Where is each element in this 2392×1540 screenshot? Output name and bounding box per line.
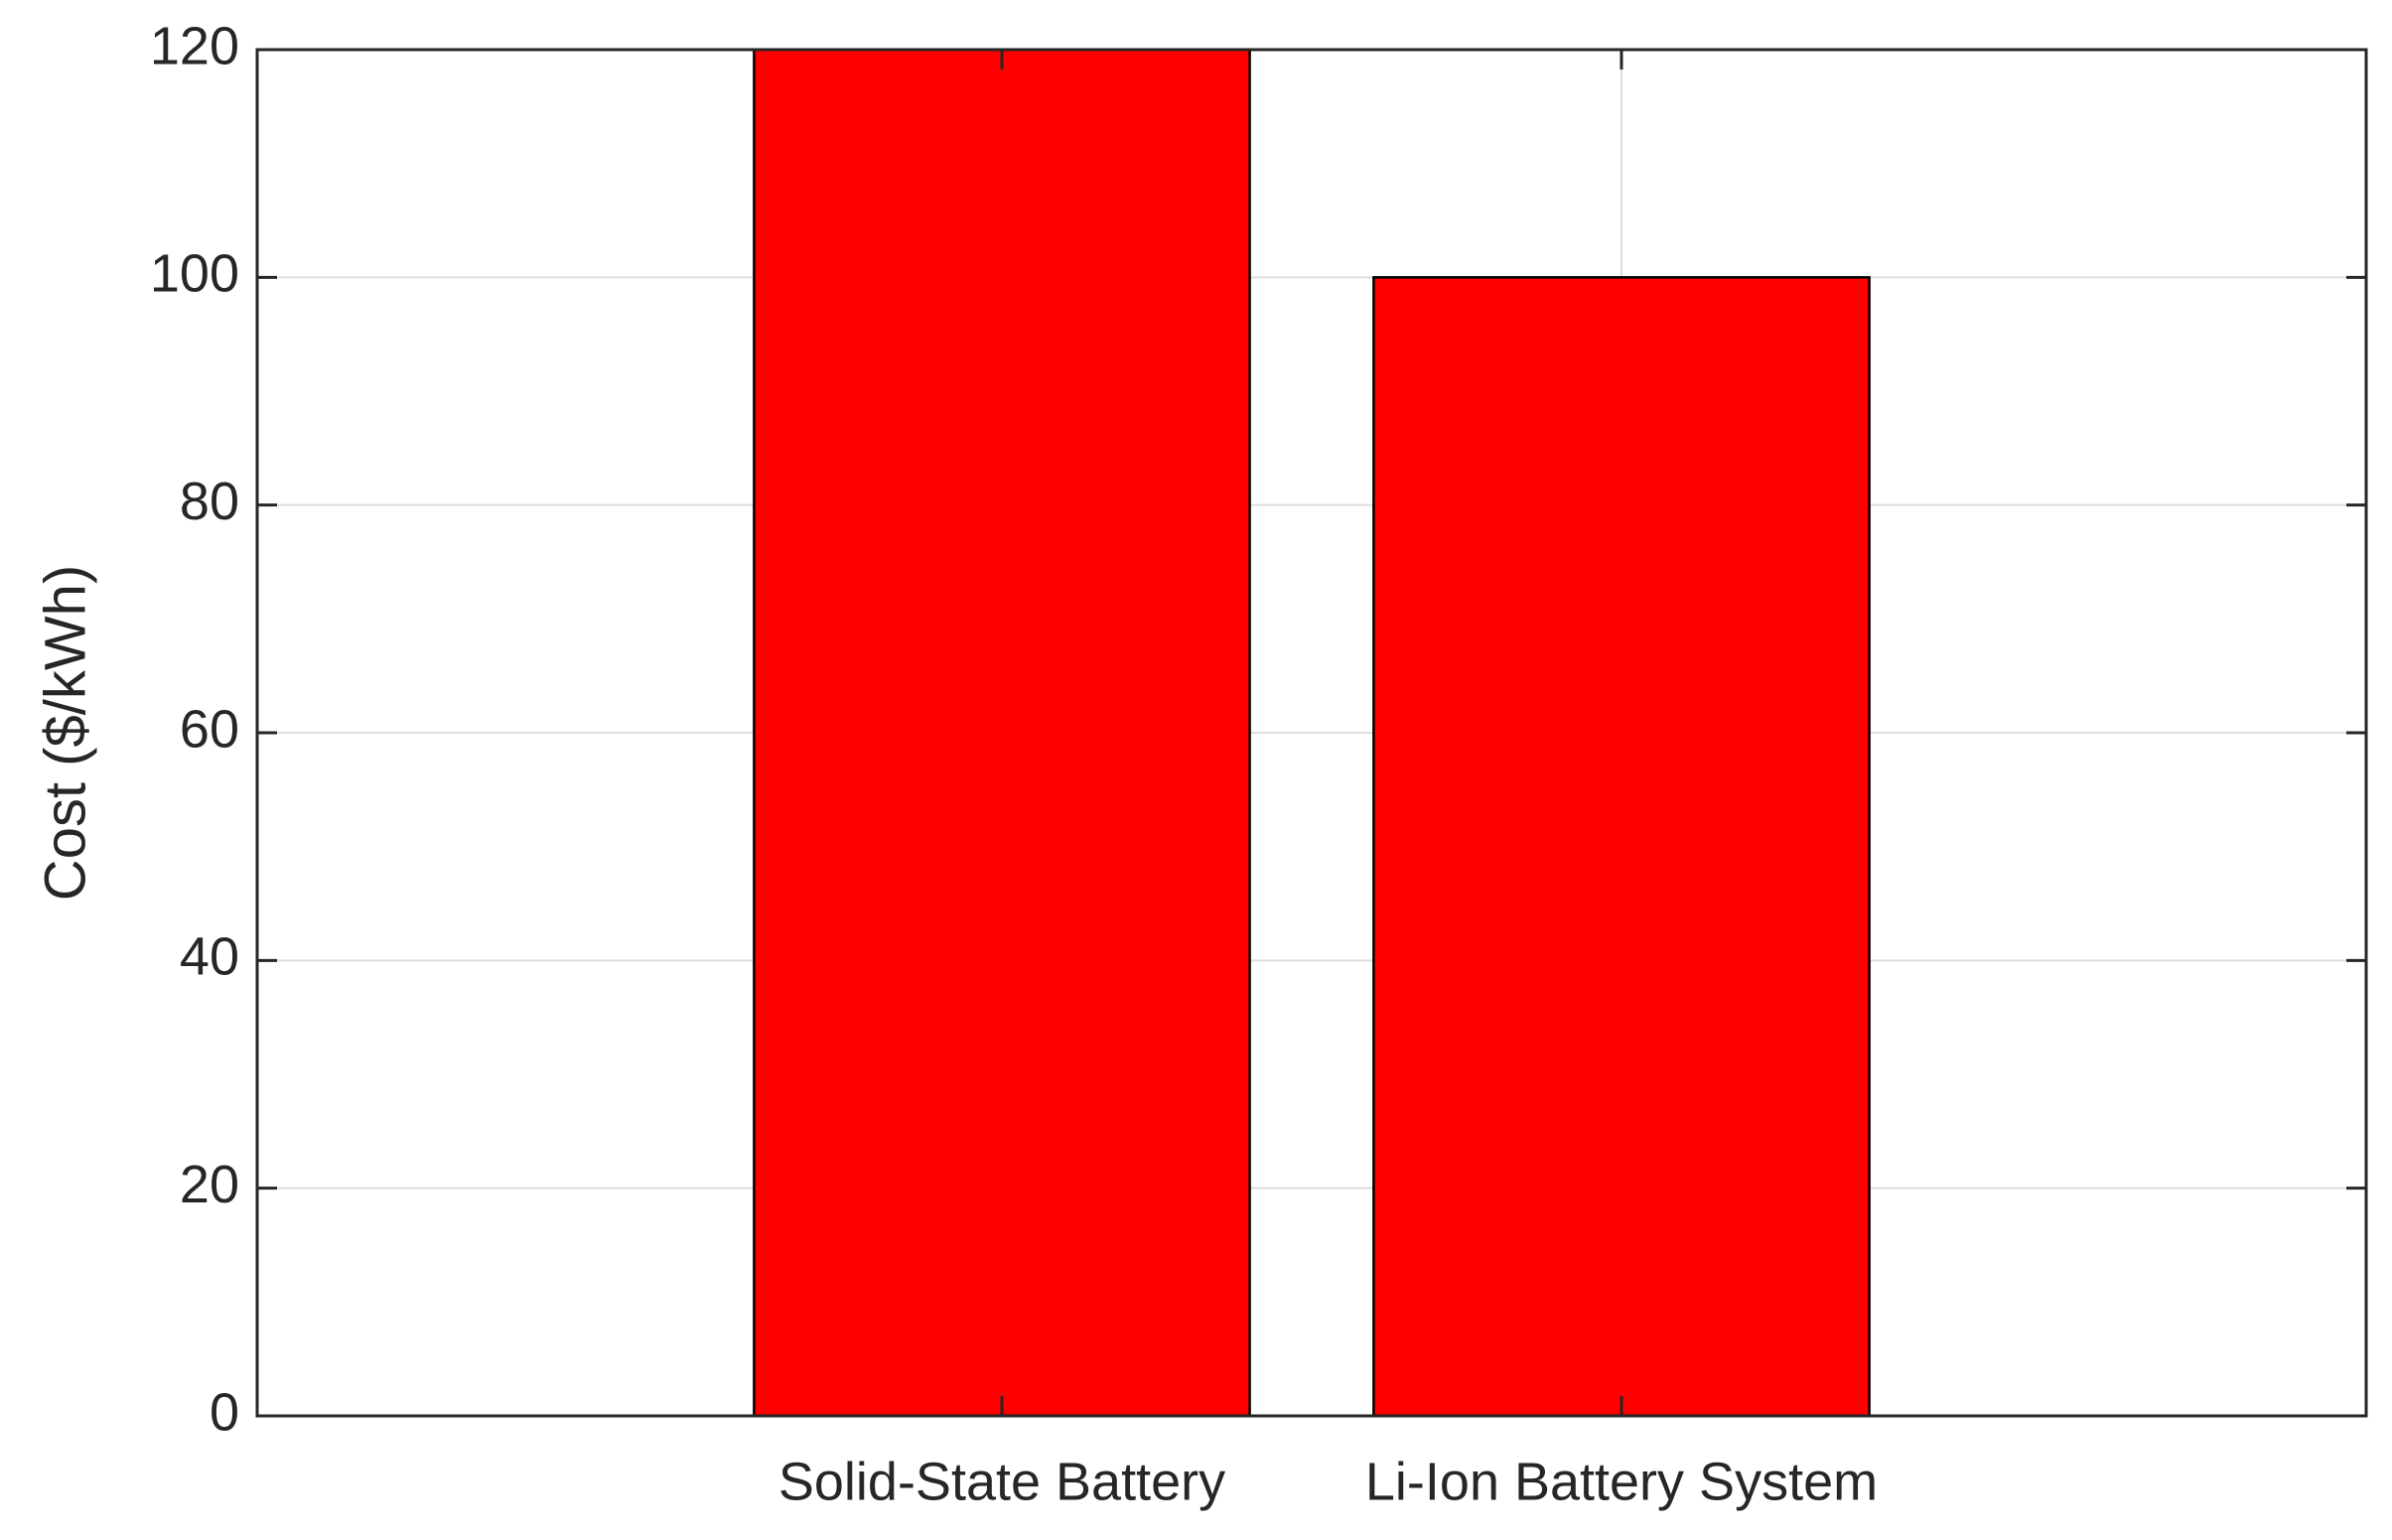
y-tick-label: 40 [180,927,239,987]
bar [1372,276,1871,1418]
y-tick-label: 100 [150,244,239,304]
x-tick-label: Solid-State Battery [778,1452,1225,1511]
y-axis-label: Cost ($/kWh) [33,565,97,901]
x-tick-label: Li-Ion Battery System [1365,1452,1878,1511]
bar [753,48,1251,1418]
y-tick-label: 120 [150,16,239,75]
y-tick-label: 0 [210,1382,239,1442]
y-tick-label: 60 [180,699,239,759]
y-tick-label: 80 [180,472,239,531]
y-tick-label: 20 [180,1155,239,1214]
